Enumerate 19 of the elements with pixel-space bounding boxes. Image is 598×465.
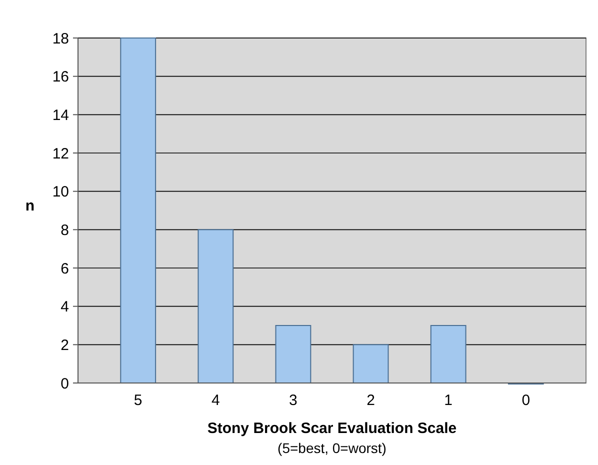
x-tick-label: 0 — [522, 392, 530, 409]
y-tick-label: 18 — [52, 30, 69, 48]
text: (5=best, 0=worst) — [278, 440, 386, 456]
y-tick-label: 8 — [60, 222, 69, 239]
y-tick-label: 10 — [52, 184, 69, 201]
y-axis-title: n — [25, 198, 35, 214]
y-tick-label: 0 — [60, 375, 69, 392]
y-tick-label: 16 — [52, 68, 69, 86]
y-tick-label: 2 — [60, 336, 69, 354]
x-axis-title: Stony Brook Scar Evaluation Scale — [207, 420, 457, 437]
y-tick-label: 6 — [60, 260, 69, 278]
x-tick-label: 3 — [289, 392, 298, 409]
y-tick-label: 14 — [52, 106, 69, 124]
y-tick-label: 12 — [52, 145, 69, 162]
x-tick-label: 4 — [211, 392, 220, 409]
x-tick-label: 1 — [444, 392, 453, 409]
y-tick-label: 4 — [60, 298, 69, 316]
x-tick-label: 2 — [366, 392, 375, 409]
x-tick-label: 5 — [134, 392, 142, 409]
